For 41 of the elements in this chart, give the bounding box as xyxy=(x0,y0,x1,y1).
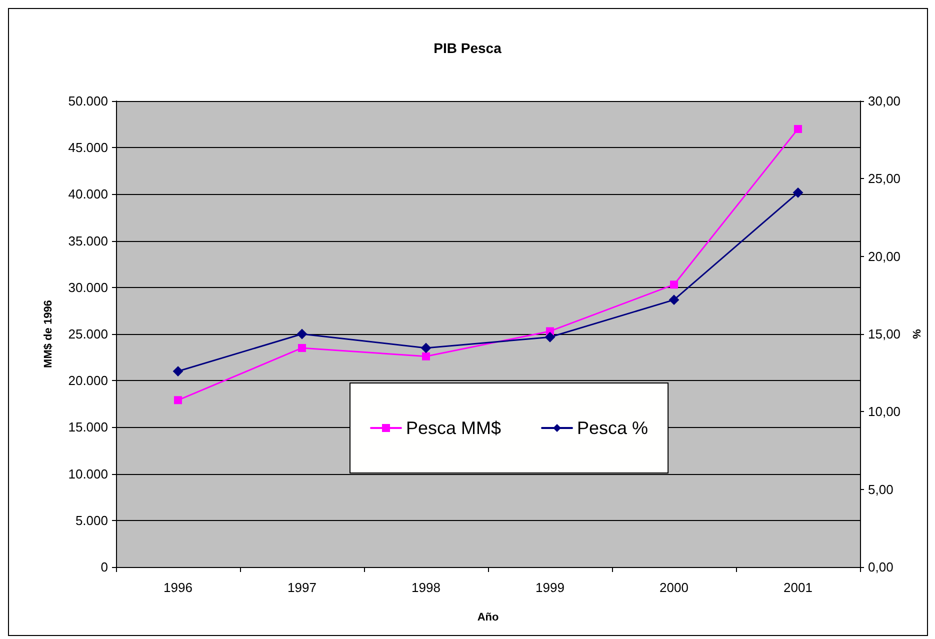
x-tick-label: 2000 xyxy=(660,580,688,595)
y-tick-label: 5.000 xyxy=(75,512,108,528)
x-tick-label: 1999 xyxy=(536,580,564,595)
point xyxy=(794,124,802,133)
y-tick-label: 15.000 xyxy=(68,420,108,435)
point xyxy=(174,396,182,404)
y-tick-label: 30.000 xyxy=(68,280,108,295)
y2-tick-label: 0,00 xyxy=(868,560,894,574)
legend-label: Pesca MM$ xyxy=(406,418,502,438)
point xyxy=(670,280,678,289)
x-tick-label: 1998 xyxy=(412,580,440,595)
point xyxy=(173,366,183,376)
y-tick-label: 40.000 xyxy=(68,186,108,202)
y2-tick-label: 10,00 xyxy=(868,404,901,420)
chart-title: PIB Pesca xyxy=(434,40,502,56)
y2-tick-label: 30,00 xyxy=(868,94,901,108)
y2-axis-title: % xyxy=(912,328,924,339)
point xyxy=(298,344,306,352)
y2-tick-label: 20,00 xyxy=(868,248,901,264)
y2-tick-label: 15,00 xyxy=(868,326,901,342)
y-tick-label: 50.000 xyxy=(68,94,108,108)
y-tick-label: 45.000 xyxy=(68,140,108,156)
point xyxy=(421,342,431,353)
y-tick-label: 0 xyxy=(100,560,108,574)
point xyxy=(545,332,555,342)
point xyxy=(793,188,803,198)
y-axis-title: MM$ de 1996 xyxy=(42,300,54,368)
y2-tick-label: 5,00 xyxy=(868,482,894,497)
x-tick-label: 1997 xyxy=(288,580,316,595)
x-tick-label: 2001 xyxy=(784,580,812,595)
x-tick-label: 1996 xyxy=(164,580,192,595)
point xyxy=(422,352,430,360)
y-tick-label: 35.000 xyxy=(68,233,108,248)
point xyxy=(669,294,679,305)
y-tick-label: 25.000 xyxy=(68,326,108,342)
y-tick-label: 10.000 xyxy=(68,466,108,482)
x-axis-title: Año xyxy=(477,612,499,624)
y-tick-label: 20.000 xyxy=(68,373,108,388)
point xyxy=(297,329,307,339)
legend-label: Pesca % xyxy=(577,418,648,438)
y2-tick-label: 25,00 xyxy=(868,171,901,186)
